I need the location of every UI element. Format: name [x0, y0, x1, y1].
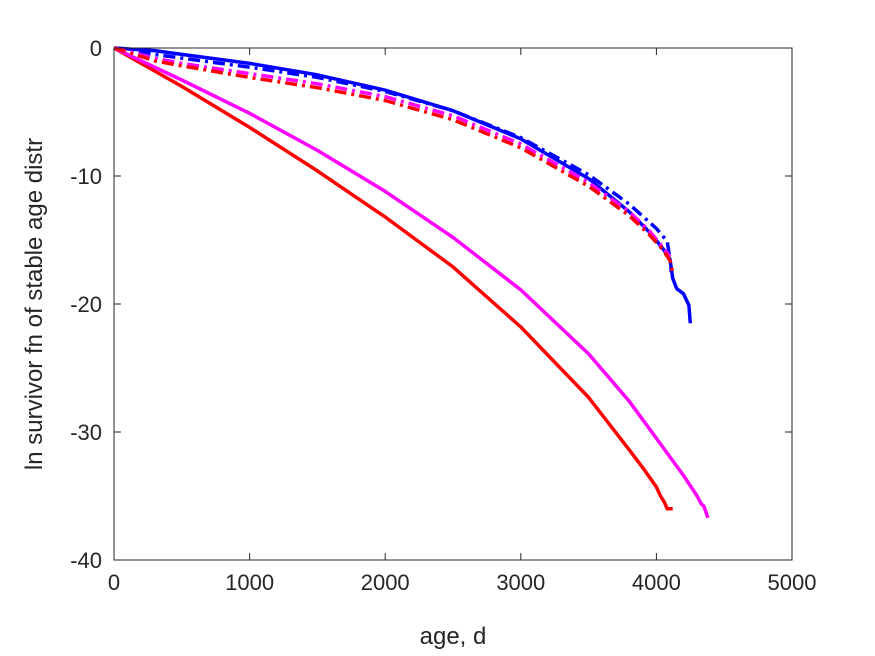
- y-tick-label-2: -20: [70, 292, 102, 317]
- x-tick-label-4: 4000: [632, 570, 681, 595]
- x-tick-label-1: 1000: [225, 570, 274, 595]
- series-layer: [113, 46, 710, 519]
- plot-area: [114, 48, 792, 560]
- tick-layer: 0 1000 2000 3000 4000 5000 0 -10 -20 -30 -40: [70, 36, 816, 595]
- x-axis-label: age, d: [420, 623, 487, 650]
- series-line-1: [113, 46, 673, 511]
- y-tick-label-4: -40: [70, 548, 102, 573]
- series-line-6: [113, 46, 675, 274]
- series-line-5: [113, 46, 672, 258]
- y-tick-label-0: 0: [90, 36, 102, 61]
- y-tick-label-1: -10: [70, 164, 102, 189]
- y-axis-label: ln survivor fn of stable age distr: [21, 138, 48, 470]
- x-tick-label-2: 2000: [361, 570, 410, 595]
- y-tick-label-3: -30: [70, 420, 102, 445]
- series-line-2: [113, 46, 710, 519]
- x-tick-label-0: 0: [108, 570, 120, 595]
- series-line-4: [113, 46, 674, 273]
- x-tick-label-3: 3000: [496, 570, 545, 595]
- series-line-3: [113, 46, 693, 324]
- x-tick-label-5: 5000: [768, 570, 817, 595]
